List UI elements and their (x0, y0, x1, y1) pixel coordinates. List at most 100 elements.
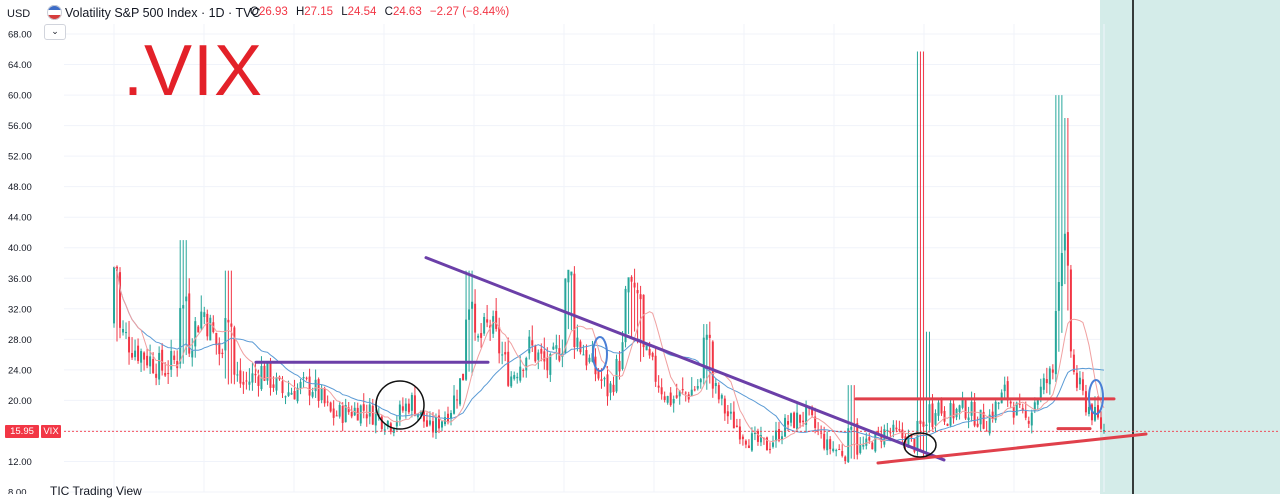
candle-body (961, 398, 964, 408)
candle-body (128, 336, 131, 353)
candle-body (266, 362, 269, 381)
footer-watermark: TIC Trading View (50, 484, 142, 498)
candle-body (1018, 403, 1021, 405)
candle-body (705, 334, 708, 340)
user-drawings[interactable] (254, 256, 1148, 465)
candle-body (456, 399, 459, 401)
candle-body (1006, 381, 1009, 401)
legend-collapse-button[interactable]: ⌄ (44, 24, 66, 40)
candle-body (534, 345, 537, 362)
candle-body (320, 388, 323, 401)
future-zone (1100, 0, 1280, 494)
candle-body (787, 421, 790, 425)
candle-body (287, 392, 290, 396)
candle-body (1036, 399, 1039, 405)
candle-body (771, 442, 774, 447)
candle-body (597, 370, 600, 379)
candle-body (281, 381, 284, 394)
candle-body (206, 313, 209, 337)
candle-body (137, 345, 140, 361)
candle-body (642, 294, 645, 348)
candle-body (356, 407, 359, 421)
candle-body (1103, 429, 1105, 432)
candle-body (471, 301, 474, 309)
candle-body (684, 392, 687, 394)
candle-body (747, 445, 750, 448)
candle-body (573, 273, 576, 348)
candle-body (176, 360, 179, 369)
candle-body (991, 411, 994, 419)
candle-body (765, 437, 768, 451)
ohlc-open-value: 26.93 (258, 6, 288, 18)
candle-body (368, 404, 371, 417)
candle-body (823, 433, 826, 449)
candle-body (419, 410, 422, 415)
candle-body (1057, 282, 1060, 311)
candle-body (832, 448, 835, 452)
candle-body (140, 351, 143, 363)
candle-body (248, 381, 251, 385)
candle-body (203, 312, 206, 318)
candle-body (290, 392, 293, 395)
candle-body (239, 370, 242, 384)
candle-body (540, 348, 543, 354)
candle-body (669, 392, 672, 406)
candle-body (507, 351, 510, 386)
candle-body (916, 420, 919, 451)
candle-body (582, 354, 585, 356)
candle-body (994, 401, 997, 421)
candle-body (630, 276, 633, 282)
candle-body (209, 317, 212, 341)
candle-body (856, 423, 859, 455)
candle-body (1045, 379, 1048, 384)
y-tick-label: 68.00 (8, 30, 32, 41)
candle-body (404, 403, 407, 412)
candle-body (188, 293, 191, 354)
candle-body (985, 430, 988, 432)
candle-body (814, 416, 817, 428)
candle-body (462, 373, 465, 381)
candle-body (555, 345, 558, 349)
candle-body (152, 358, 155, 373)
candle-body (820, 432, 823, 434)
candle-body (600, 379, 603, 381)
candle-body (862, 444, 865, 447)
candle-body (744, 440, 747, 445)
candle-body (362, 404, 365, 411)
candle-body (805, 405, 808, 425)
candle-body (901, 429, 904, 438)
candle-body (976, 423, 979, 427)
candle-body (483, 316, 486, 334)
candle-body (146, 355, 149, 366)
candle-body (781, 436, 784, 441)
candle-body (173, 355, 176, 360)
vix-annotation-text: .VIX (123, 31, 264, 111)
candle-body (407, 403, 410, 413)
black-circle-mark (375, 380, 425, 430)
y-tick-label: 56.00 (8, 121, 32, 132)
candle-body (392, 428, 395, 433)
candle-body (675, 395, 678, 398)
candle-body (711, 341, 714, 389)
y-tick-label: 52.00 (8, 152, 32, 163)
candle-body (531, 340, 534, 346)
candle-body (305, 377, 308, 379)
ohlc-close-key: C (384, 6, 393, 18)
candle-body (660, 387, 663, 395)
candle-body (341, 406, 344, 423)
candle-body (699, 379, 702, 383)
candle-body (1069, 269, 1072, 352)
chart-legend: USD Volatility S&P 500 Index · 1D · TVC … (0, 0, 1100, 26)
blue-oval-mark (592, 336, 608, 372)
candle-body (835, 450, 838, 452)
candle-body (799, 414, 802, 423)
candle-body (633, 282, 636, 288)
candle-body (729, 411, 732, 414)
symbol-title[interactable]: Volatility S&P 500 Index · 1D · TVC (65, 6, 261, 20)
candle-body (874, 432, 877, 452)
candle-body (296, 387, 299, 402)
candle-body (919, 420, 922, 424)
candle-body (811, 406, 814, 416)
candle-body (910, 434, 913, 438)
